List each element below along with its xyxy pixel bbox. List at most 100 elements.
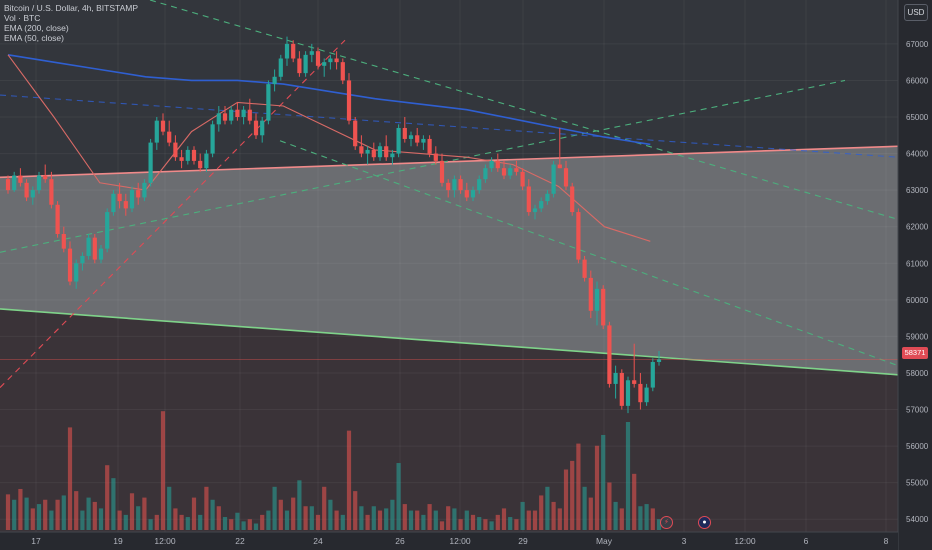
candle-body [24,182,29,198]
candle [446,179,451,198]
currency-button[interactable]: USD [904,4,928,21]
lower-region [0,308,898,532]
volume-bar [371,506,376,530]
candle-body [129,190,135,209]
volume-bar [359,506,364,530]
volume-bar [458,519,463,530]
price-axis [898,0,932,550]
y-tick-label: 60000 [906,296,929,305]
y-tick-label: 65000 [906,113,929,122]
dashed-trend-line [0,79,846,253]
volume-bar [18,488,23,530]
volume-bar [191,497,197,530]
volume-bar [514,519,519,530]
x-tick-label: 22 [235,536,245,546]
earnings-flag-icon[interactable]: ● [698,516,711,529]
candle-body [235,109,240,118]
volume-bar [334,510,339,530]
volume-bar [601,434,606,530]
candle [563,160,569,191]
candle [390,149,395,165]
x-tick-label: 19 [113,536,123,546]
ema200-legend: EMA (200, close) [4,23,69,33]
candle-body [359,146,364,154]
y-tick-label: 61000 [906,259,929,268]
candle [229,106,234,125]
volume-bar [384,508,389,530]
candle-body [117,193,122,202]
candle [607,321,612,388]
chart-legend: Bitcoin / U.S. Dollar, 4h, BITSTAMP Vol … [4,3,138,43]
candle-body [656,359,662,362]
candle [98,244,104,264]
volume-bar [582,486,587,530]
candle [625,376,631,414]
candle [371,142,376,161]
candle [86,234,91,260]
volume-bar [105,465,110,530]
candle-body [334,58,339,63]
volume-bar [272,486,277,530]
volume-bar [402,504,407,530]
candle-body [272,76,277,85]
dividend-flag-icon[interactable]: ⚡ [660,516,673,529]
candle [650,358,655,392]
candle-body [55,204,60,235]
volume-bar [390,499,395,530]
candle-body [638,383,643,403]
candle [377,142,383,161]
volume-bar [570,460,575,530]
volume-bar [353,491,358,530]
volume-bar [198,514,203,530]
volume-bar [297,480,302,530]
candle-body [353,120,358,147]
candle [328,54,333,70]
candle-body [49,179,54,205]
candle-body [185,149,190,161]
volume-bar [446,506,451,530]
volume-bar [650,508,655,530]
candle [508,164,513,180]
candle [297,51,302,77]
volume-bar [92,501,97,530]
candle-body [123,201,128,209]
candle-body [86,237,91,256]
candle [247,98,252,125]
volume-bar [322,486,327,530]
volume-bar [594,445,600,530]
volume-bar [278,499,283,530]
y-tick-label: 62000 [906,223,929,232]
candle-body [111,193,116,213]
candle [173,135,178,161]
candle-body [241,109,246,118]
candle-body [204,153,209,169]
candle-body [142,182,147,198]
volume-bar [136,506,141,530]
candle [656,351,662,366]
candle-body [179,157,184,161]
candle [427,135,432,158]
candle-body [328,58,333,63]
candle-body [601,288,606,326]
dashed-trend-line [149,0,899,220]
candle [30,186,35,205]
candle-body [18,175,23,183]
volume-bar [98,508,104,530]
candle [18,168,23,187]
candle-body [377,146,383,158]
candle-body [210,124,215,154]
volume-bar [328,499,333,530]
red-dashed-line [0,39,346,388]
candle [353,117,358,150]
candle [570,182,575,216]
volume-bar [520,501,525,530]
candle-body [483,168,488,180]
y-tick-label: 55000 [906,479,929,488]
volume-bar [216,506,221,530]
candle-body [148,142,153,183]
volume-bar [204,486,209,530]
volume-bar [123,514,128,530]
volume-bar [576,443,581,530]
candle-body [452,179,457,191]
